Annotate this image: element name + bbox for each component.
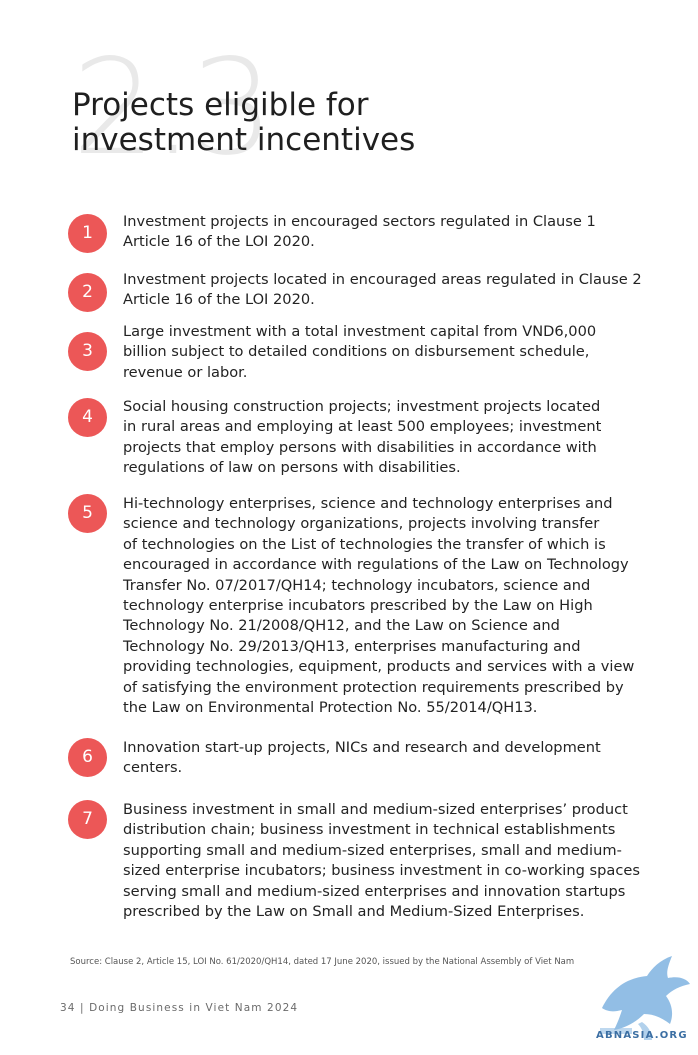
source-note: Source: Clause 2, Article 15, LOI No. 61…: [70, 957, 575, 967]
text-line: sized enterprise incubators; business in…: [123, 862, 640, 880]
number-badge: 6: [68, 738, 107, 777]
text-line: centers.: [123, 759, 183, 777]
list-item-text: Hi-technology enterprises, science and t…: [123, 494, 634, 718]
text-line: the Law on Environmental Protection No. …: [123, 699, 538, 717]
text-line: Article 16 of the LOI 2020.: [123, 291, 315, 309]
page-footer: 34 | Doing Business in Viet Nam 2024: [60, 1002, 299, 1014]
text-line: encouraged in accordance with regulation…: [123, 556, 629, 574]
section-number: 2.3: [72, 31, 274, 185]
text-line: prescribed by the Law on Small and Mediu…: [123, 903, 585, 921]
number-badge: 2: [68, 273, 107, 312]
text-line: regulations of law on persons with disab…: [123, 459, 461, 477]
list-item-text: Investment projects located in encourage…: [123, 270, 642, 311]
text-line: Hi-technology enterprises, science and t…: [123, 495, 613, 512]
list-item-text: Innovation start-up projects, NICs and r…: [123, 738, 601, 779]
text-line: Investment projects in encouraged sector…: [123, 213, 596, 230]
number-badge: 3: [68, 332, 107, 371]
text-line: Investment projects located in encourage…: [123, 271, 642, 288]
text-line: Technology No. 29/2013/QH13, enterprises…: [123, 637, 581, 655]
list-item-text: Large investment with a total investment…: [123, 322, 596, 383]
text-line: of satisfying the environment protection…: [123, 678, 624, 696]
text-line: Social housing construction projects; in…: [123, 398, 601, 415]
text-line: in rural areas and employing at least 50…: [123, 418, 602, 436]
text-line: providing technologies, equipment, produ…: [123, 658, 635, 676]
text-line: Article 16 of the LOI 2020.: [123, 233, 315, 251]
text-line: Transfer No. 07/2017/QH14; technology in…: [123, 576, 591, 594]
text-line: revenue or labor.: [123, 363, 248, 381]
text-line: Technology No. 21/2008/QH12, and the Law…: [123, 617, 560, 635]
page-title: Projects eligible for investment incenti…: [72, 88, 592, 158]
text-line: serving small and medium-sized enterpris…: [123, 882, 626, 900]
number-badge: 1: [68, 214, 107, 253]
list-item-text: Business investment in small and medium-…: [123, 800, 640, 922]
text-line: of technologies on the List of technolog…: [123, 535, 606, 553]
number-badge: 7: [68, 800, 107, 839]
number-badge: 5: [68, 494, 107, 533]
text-line: distribution chain; business investment …: [123, 821, 616, 839]
text-line: science and technology organizations, pr…: [123, 515, 600, 533]
text-line: Innovation start-up projects, NICs and r…: [123, 739, 601, 756]
text-line: supporting small and medium-sized enterp…: [123, 841, 622, 859]
text-line: Business investment in small and medium-…: [123, 801, 628, 818]
list-item-text: Social housing construction projects; in…: [123, 397, 601, 479]
text-line: billion subject to detailed conditions o…: [123, 343, 590, 361]
watermark-text: ABNASIA.ORG: [596, 1030, 688, 1041]
page-title-line-2: investment incentives: [72, 122, 416, 158]
watermark-logo-icon: [600, 956, 690, 1040]
text-line: technology enterprise incubators prescri…: [123, 597, 593, 615]
page-title-line-1: Projects eligible for: [72, 87, 369, 123]
text-line: projects that employ persons with disabi…: [123, 438, 597, 456]
list-item-text: Investment projects in encouraged sector…: [123, 212, 596, 253]
text-line: Large investment with a total investment…: [123, 323, 597, 340]
number-badge: 4: [68, 398, 107, 437]
